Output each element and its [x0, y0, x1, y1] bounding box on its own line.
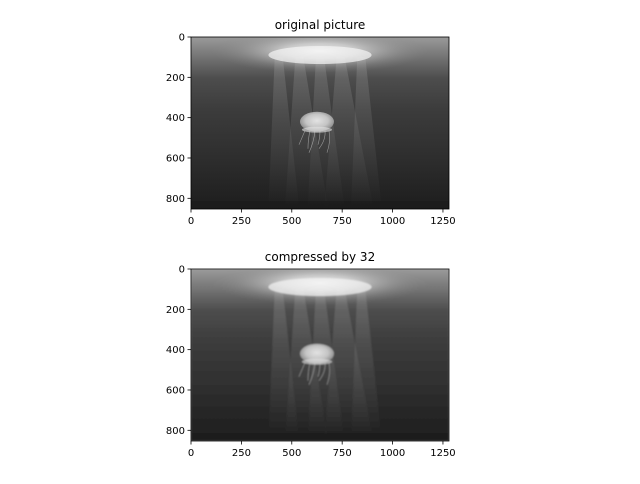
- y-tick-label: 200: [166, 73, 185, 84]
- jellyfish-tentacle: [308, 362, 316, 385]
- y-tick-label: 800: [166, 426, 185, 437]
- y-tick-label: 0: [179, 33, 185, 44]
- jellyfish-tentacle: [326, 130, 330, 153]
- jellyfish-rim: [301, 126, 332, 133]
- jellyfish-tentacle: [318, 130, 326, 149]
- x-tick-label: 750: [333, 448, 352, 459]
- x-tick-label: 0: [188, 216, 194, 227]
- axes-frame: [190, 36, 450, 210]
- jellyfish-tentacle: [326, 362, 330, 385]
- subplot-1: original picture 0 250 500 750 1000 1250 0 200 40…: [166, 18, 456, 227]
- jellyfish-tentacle: [318, 362, 326, 381]
- x-tick-label: 1000: [380, 216, 405, 227]
- light-ray: [350, 289, 382, 441]
- x-tick-label: 750: [333, 216, 352, 227]
- x-tick-label: 0: [188, 448, 194, 459]
- x-tick-label: 250: [232, 216, 251, 227]
- image-2: [191, 269, 449, 441]
- x-tick-label: 1250: [430, 216, 455, 227]
- x-tick-label: 1250: [430, 448, 455, 459]
- x-tick-label: 1000: [380, 448, 405, 459]
- y-tick-label: 800: [166, 194, 185, 205]
- x-tick-label: 500: [282, 216, 301, 227]
- surface-highlight: [268, 46, 372, 64]
- subplot-2: compressed by 32 0 250 500 750 1000 1250 0 200 40…: [166, 250, 456, 459]
- y-tick-label: 600: [166, 385, 185, 396]
- jellyfish-tentacle: [307, 362, 311, 381]
- y-tick-label: 0: [179, 265, 185, 276]
- y-tick-label: 400: [166, 345, 185, 356]
- jellyfish-tentacle: [317, 130, 321, 145]
- y-tick-label: 600: [166, 153, 185, 164]
- light-ray: [350, 57, 382, 209]
- jellyfish-tentacle: [308, 130, 316, 153]
- jellyfish-tentacle: [298, 362, 306, 377]
- y-tick-label: 400: [166, 113, 185, 124]
- jellyfish-tentacle: [317, 362, 321, 377]
- jellyfish-bell: [299, 343, 334, 364]
- x-tick-label: 250: [232, 448, 251, 459]
- chart-title: compressed by 32: [265, 250, 375, 264]
- jellyfish-rim: [301, 358, 332, 365]
- x-tick-label: 500: [282, 448, 301, 459]
- jellyfish-tentacle: [298, 130, 306, 145]
- chart-title: original picture: [275, 18, 366, 32]
- jellyfish-tentacle: [307, 130, 311, 149]
- surface-highlight: [268, 278, 372, 296]
- jellyfish-bell: [299, 111, 334, 132]
- seabed-band: [191, 201, 449, 209]
- y-tick-label: 200: [166, 305, 185, 316]
- axes-frame: [190, 268, 450, 442]
- seabed-band: [191, 433, 449, 441]
- image-1: [191, 37, 449, 209]
